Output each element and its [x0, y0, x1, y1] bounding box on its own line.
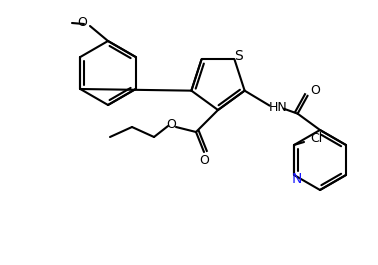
Text: Cl: Cl — [310, 131, 322, 144]
Text: N: N — [292, 172, 302, 186]
Text: O: O — [77, 16, 87, 29]
Text: HN: HN — [268, 101, 287, 114]
Text: O: O — [311, 84, 321, 97]
Text: O: O — [199, 153, 209, 166]
Text: S: S — [234, 49, 243, 63]
Text: O: O — [166, 117, 176, 130]
